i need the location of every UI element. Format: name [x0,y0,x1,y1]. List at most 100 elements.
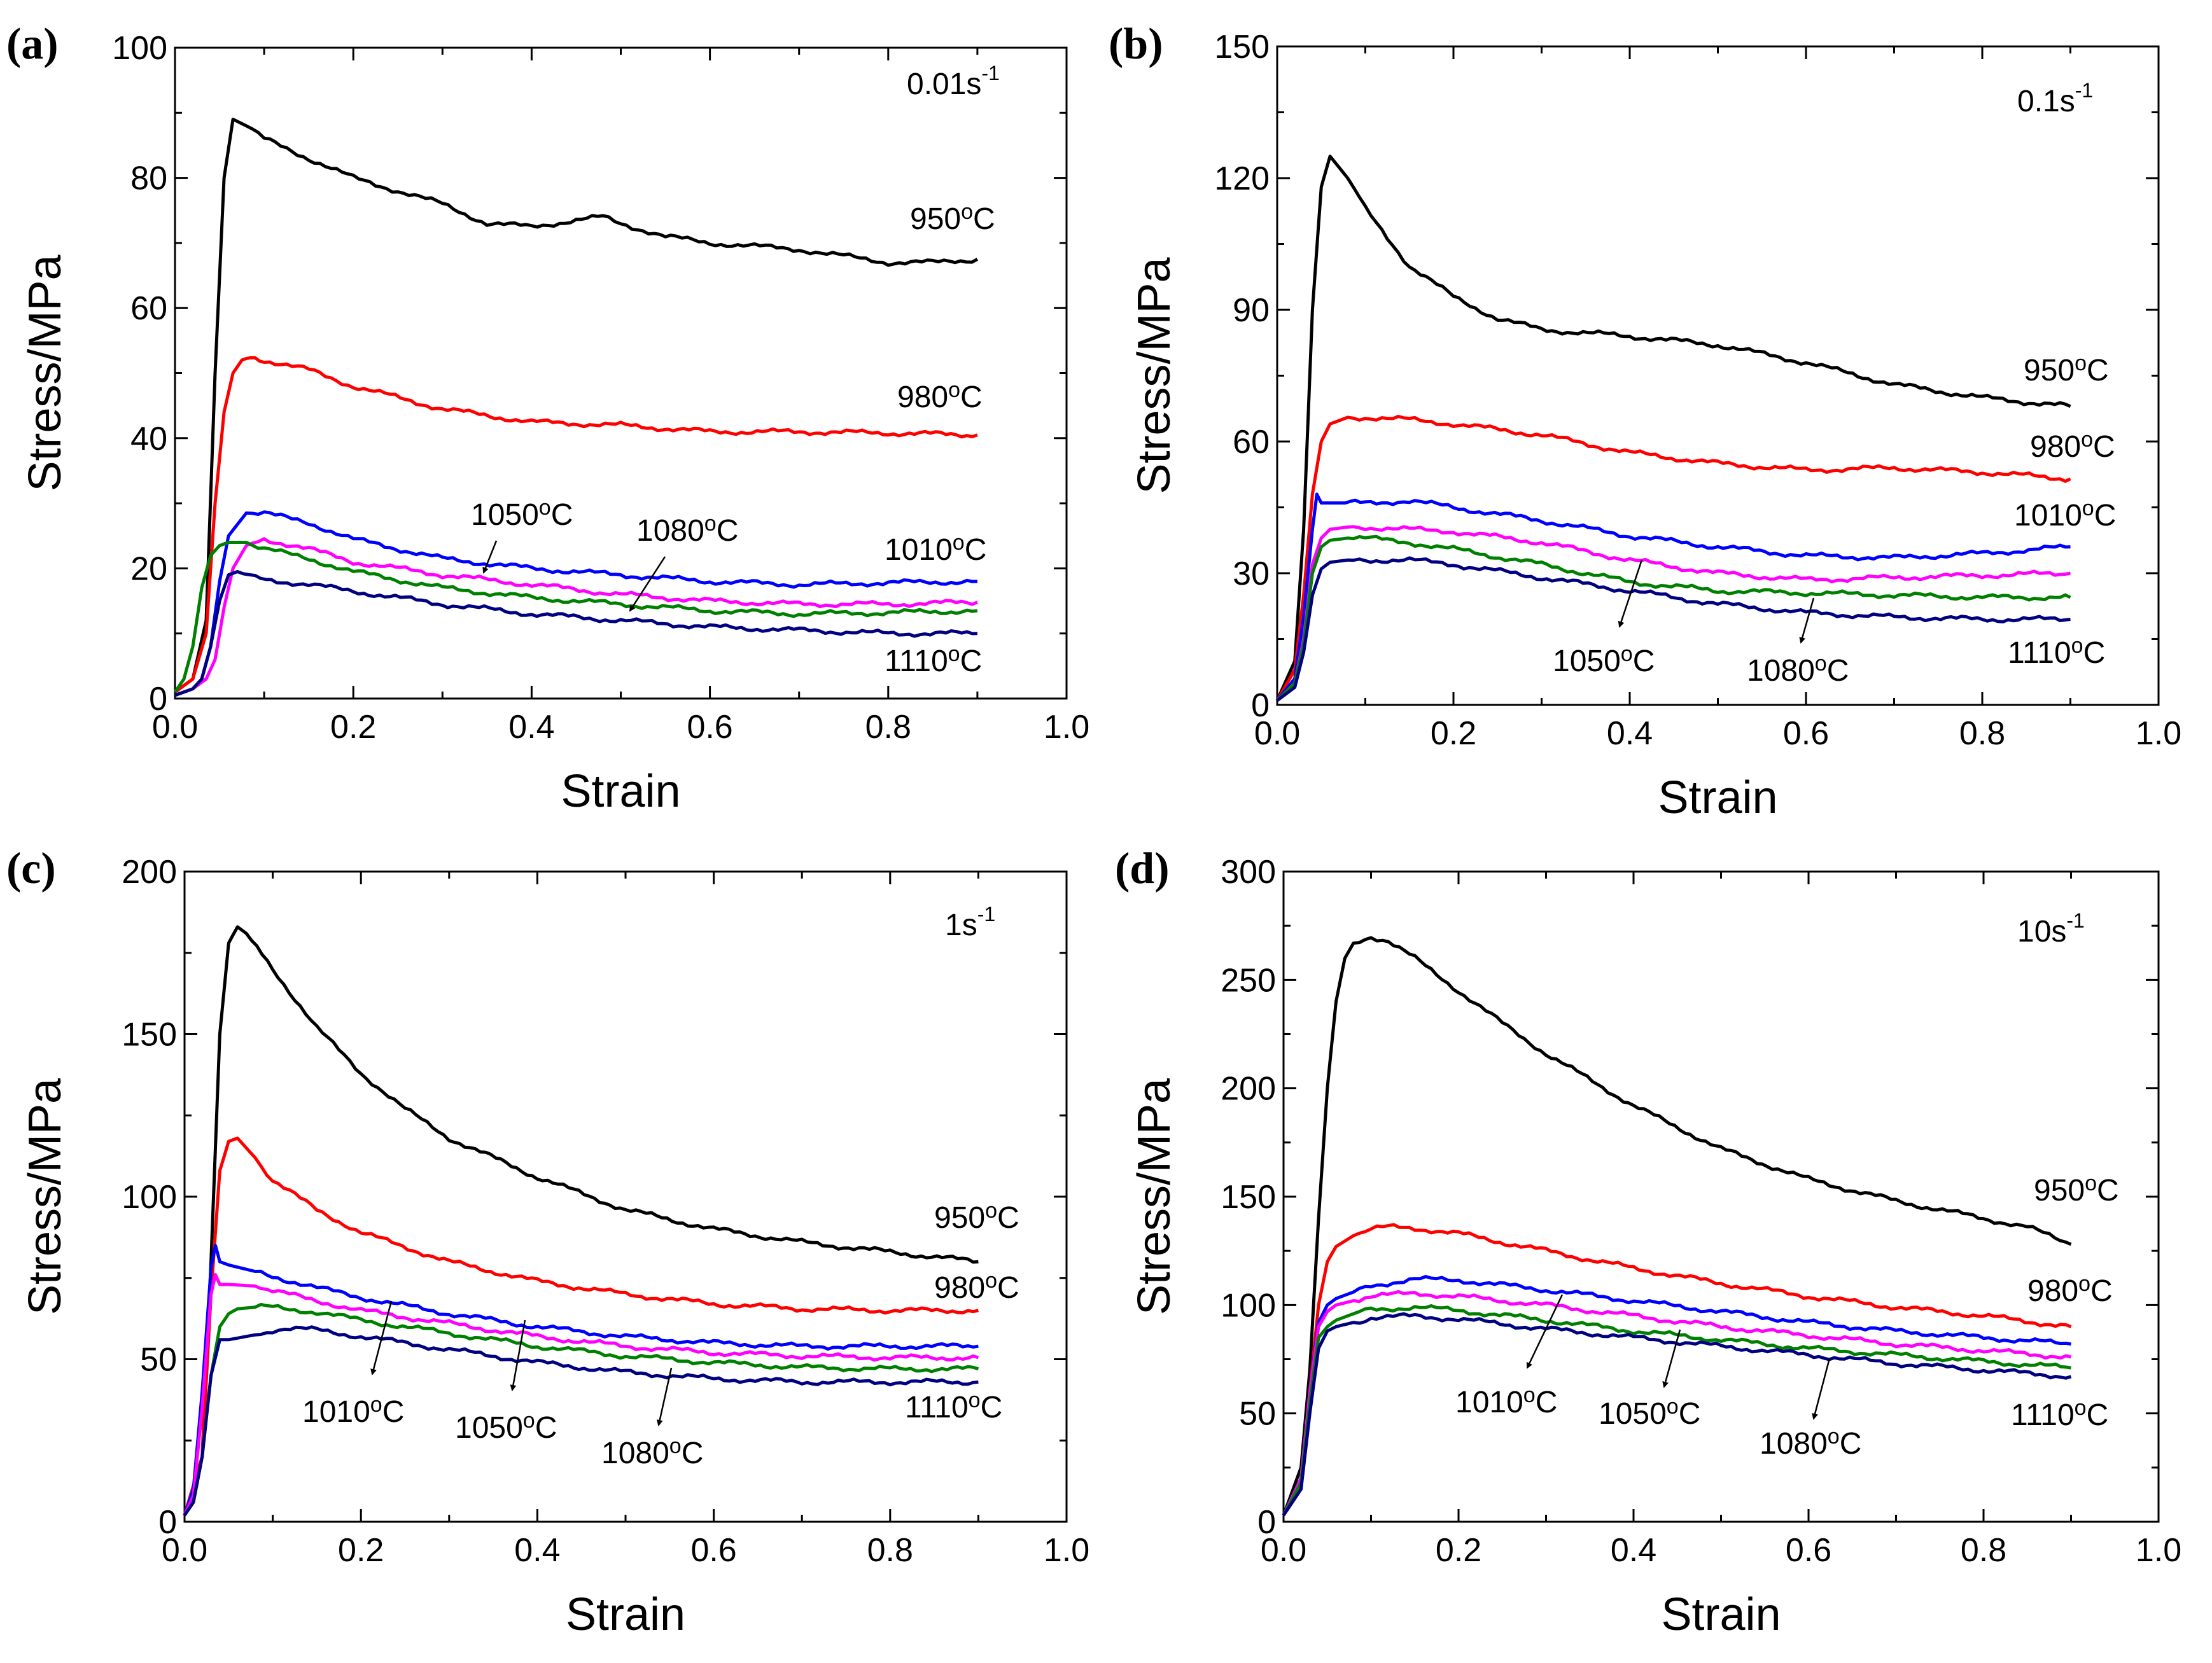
y-axis-title: Stress/MPa [20,1078,71,1315]
y-axis-title: Stress/MPa [1129,256,1180,494]
x-tick-label: 0.8 [865,709,911,746]
y-tick-label: 150 [1221,1179,1276,1216]
temp-label-1080C: 1080oC [1747,651,1849,688]
x-tick-label: 0.2 [338,1532,384,1569]
annotation-arrow [1618,559,1643,628]
panel-label: (d) [1115,844,1170,893]
series-line-1010C [174,510,977,697]
x-tick-label: 0.2 [1436,1532,1481,1569]
x-tick-label: 0.0 [1261,1532,1306,1569]
series-line-1110C [174,570,977,697]
x-tick-label: 0.0 [162,1532,207,1569]
y-tick-label: 120 [1214,160,1270,197]
temp-label-980C: 980oC [2030,428,2115,464]
x-axis-title: Strain [1658,772,1777,823]
strain-rate-label: 10s-1 [2017,909,2085,949]
y-tick-label: 60 [130,290,167,327]
series-line-950C [1282,936,2072,1516]
strain-rate-label: 0.1s-1 [2017,79,2093,118]
series-line-1080C [1282,1304,2071,1516]
temp-label-1080C: 1080oC [601,1434,703,1470]
temp-label-980C: 980oC [934,1269,1019,1305]
y-tick-label: 0 [158,1504,177,1541]
y-tick-label: 250 [1221,962,1276,999]
y-tick-label: 90 [1233,292,1270,329]
panel-label: (a) [6,20,59,69]
series-line-980C [183,1136,979,1516]
x-tick-label: 0.6 [687,709,732,746]
temp-label-1010C: 1010oC [2014,496,2116,532]
series-line-1080C [173,541,978,693]
x-axis-title: Strain [1661,1589,1781,1640]
annotation-arrow [510,1319,526,1391]
temp-label-1080C: 1080oC [1760,1424,1861,1461]
y-tick-label: 300 [1221,854,1276,891]
series-line-1050C [183,1273,979,1516]
chart-panel-a: 0.0 0.2 0.4 0.6 0.8 1.0 0 20 40 60 80 100 Strain Stre… [6,20,1089,817]
chart-panel-c: 0.0 0.2 0.4 0.6 0.8 1.0 0 50 100 150 200 Strain Stre… [6,844,1089,1640]
x-tick-label: 0.2 [330,709,376,746]
y-tick-label: 200 [1221,1071,1276,1108]
panel-label: (b) [1109,20,1163,69]
x-tick-label: 0.8 [867,1532,913,1569]
x-tick-label: 0.0 [1254,715,1300,752]
series-line-1010C [1276,492,2071,702]
x-axis-title: Strain [561,766,680,817]
x-tick-label: 0.4 [1607,715,1653,752]
temp-label-950C: 950oC [934,1199,1019,1235]
temp-label-1010C: 1010oC [1455,1383,1557,1419]
annotation-arrow [1526,1294,1564,1369]
y-axis-title: Stress/MPa [1129,1078,1180,1315]
temp-label-1050C: 1050oC [1553,642,1655,678]
annotation-arrow [1812,1358,1831,1420]
series-line-950C [183,925,979,1516]
y-tick-label: 0 [1251,687,1270,724]
y-tick-label: 60 [1233,424,1270,461]
temp-label-1110C: 1110oC [2008,634,2105,670]
annotation-arrow [1662,1329,1681,1388]
series-line-950C [1275,155,2071,702]
series-line-950C [174,118,979,693]
temp-label-1050C: 1050oC [471,496,573,532]
temp-label-1080C: 1080oC [636,511,738,548]
x-tick-label: 1.0 [2136,1532,2181,1569]
x-tick-label: 0.2 [1431,715,1476,752]
x-tick-label: 0.6 [690,1532,736,1569]
x-tick-label: 0.4 [1611,1532,1656,1569]
series-line-1080C [1276,534,2071,702]
temp-label-950C: 950oC [2024,351,2109,387]
temp-label-950C: 950oC [910,200,995,236]
x-tick-label: 1.0 [2136,715,2181,752]
series-line-1050C [1282,1290,2072,1516]
y-tick-label: 100 [122,1179,177,1216]
annotation-arrow [629,556,666,612]
y-tick-label: 100 [1221,1287,1276,1324]
series-line-980C [1282,1223,2072,1516]
series-line-1050C [174,537,978,697]
temp-label-1110C: 1110oC [2011,1396,2108,1432]
series-line-980C [1275,415,2071,702]
chart-panel-b: 0.0 0.2 0.4 0.6 0.8 1.0 0 30 60 90 120 150 Strain Str… [1109,20,2181,823]
temp-label-950C: 950oC [2034,1171,2119,1207]
annotation-arrow [370,1300,393,1375]
y-axis-title: Stress/MPa [20,254,71,491]
series-line-1010C [183,1244,979,1516]
annotation-arrow [1799,597,1815,644]
temp-label-1110C: 1110oC [905,1388,1002,1424]
series-line-1080C [183,1302,979,1517]
x-tick-label: 0.6 [1783,715,1829,752]
y-tick-label: 200 [122,854,177,891]
temp-label-980C: 980oC [897,378,983,414]
y-tick-label: 150 [122,1017,177,1054]
y-tick-label: 0 [1257,1504,1276,1541]
y-tick-label: 50 [140,1342,177,1379]
series-line-1110C [1276,556,2071,702]
chart-panel-d: 0.0 0.2 0.4 0.6 0.8 1.0 0 50 100 150 200 250 300 Stra… [1115,844,2181,1640]
x-tick-label: 0.4 [508,709,554,746]
y-tick-label: 100 [112,30,167,67]
panel-label: (c) [6,844,56,893]
x-tick-label: 1.0 [1044,709,1089,746]
temp-label-1050C: 1050oC [1599,1395,1700,1431]
series-line-1110C [183,1325,979,1517]
